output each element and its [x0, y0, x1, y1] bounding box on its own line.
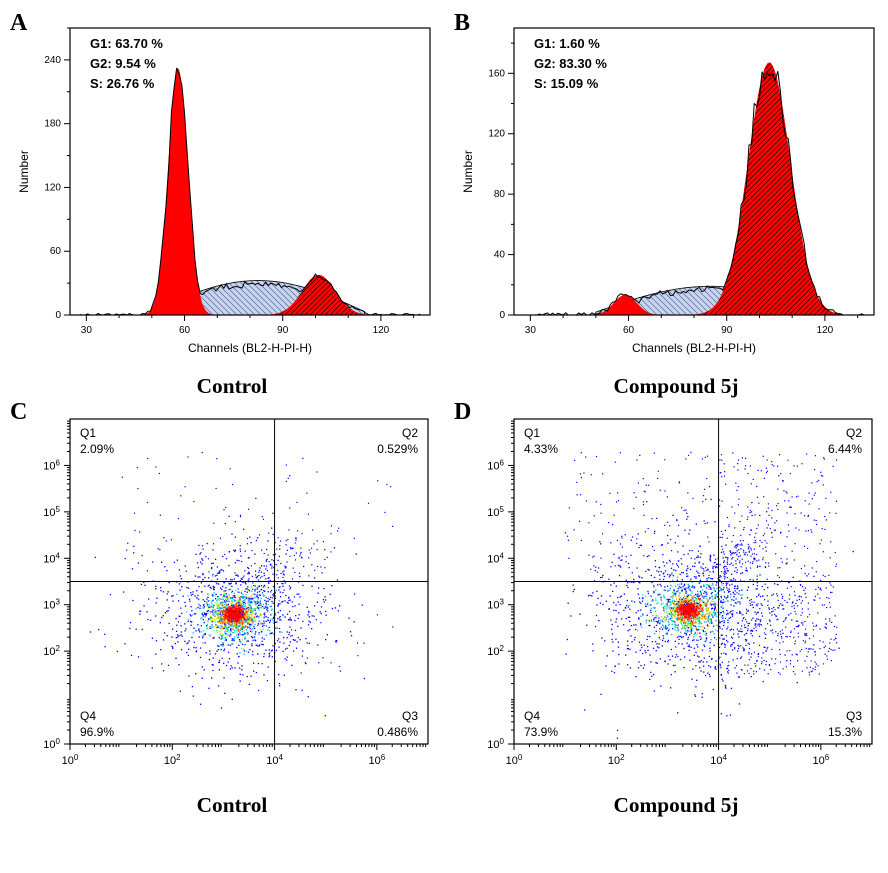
- panel-b: B 30 60 90 120 0 40 80 120 160 Channels (BL2-H-PI…: [454, 10, 888, 399]
- svg-text:30: 30: [525, 325, 537, 336]
- svg-text:120: 120: [44, 182, 61, 193]
- svg-text:Q4: Q4: [80, 709, 96, 723]
- svg-text:S: 26.76 %: S: 26.76 %: [90, 76, 155, 91]
- svg-text:Q1: Q1: [80, 426, 96, 440]
- svg-text:Channels (BL2-H-PI-H): Channels (BL2-H-PI-H): [632, 341, 756, 355]
- svg-text:G1: 1.60 %: G1: 1.60 %: [534, 36, 600, 51]
- svg-text:S: 15.09 %: S: 15.09 %: [534, 76, 599, 91]
- svg-text:80: 80: [494, 189, 506, 200]
- svg-text:106: 106: [369, 753, 386, 768]
- svg-text:Number: Number: [17, 150, 31, 193]
- svg-text:2.09%: 2.09%: [80, 442, 114, 456]
- svg-text:105: 105: [43, 504, 60, 518]
- svg-text:0.529%: 0.529%: [377, 442, 418, 456]
- svg-text:104: 104: [43, 551, 60, 566]
- svg-text:30: 30: [81, 325, 93, 336]
- panel-b-histogram: 30 60 90 120 0 40 80 120 160 Channels (BL2-H-PI-H…: [454, 10, 884, 370]
- panel-a-caption: Control: [10, 374, 454, 399]
- figure-grid: A 30 60 90 120 0 60 120 180 240 Channels (BL2-H-P…: [10, 10, 888, 818]
- svg-text:Number: Number: [461, 150, 475, 193]
- svg-text:103: 103: [43, 597, 60, 612]
- svg-text:Channels (BL2-H-PI-H): Channels (BL2-H-PI-H): [188, 341, 312, 355]
- svg-text:0.486%: 0.486%: [377, 725, 418, 739]
- svg-text:104: 104: [266, 753, 283, 768]
- svg-text:100: 100: [43, 737, 60, 752]
- panel-d: D 100102104106100102103104105106Q14.33%Q…: [454, 399, 888, 818]
- svg-text:G2: 9.54 %: G2: 9.54 %: [90, 56, 156, 71]
- panel-a-letter: A: [10, 10, 27, 37]
- svg-text:240: 240: [44, 55, 61, 66]
- svg-text:40: 40: [494, 250, 506, 261]
- svg-text:Q3: Q3: [402, 709, 418, 723]
- svg-text:G1: 63.70 %: G1: 63.70 %: [90, 36, 163, 51]
- svg-text:100: 100: [62, 753, 79, 768]
- svg-text:120: 120: [817, 325, 834, 336]
- panel-b-caption: Compound 5j: [454, 374, 888, 399]
- svg-text:60: 60: [179, 325, 191, 336]
- panel-d-caption: Compound 5j: [454, 793, 888, 818]
- panel-d-letter: D: [454, 399, 471, 426]
- svg-text:96.9%: 96.9%: [80, 725, 114, 739]
- svg-text:0: 0: [55, 310, 61, 321]
- panel-a-histogram: 30 60 90 120 0 60 120 180 240 Channels (BL2-H-PI-…: [10, 10, 440, 370]
- svg-text:120: 120: [373, 325, 390, 336]
- panel-b-letter: B: [454, 10, 470, 37]
- panel-c-caption: Control: [10, 793, 454, 818]
- panel-c-letter: C: [10, 399, 27, 426]
- svg-text:60: 60: [50, 246, 62, 257]
- panel-c: C 100 102 104 106 100 102 103 104 105 106 Q1 2.09% Q…: [10, 399, 454, 818]
- panel-c-scatter: 100 102 104 106 100 102 103 104 105 106 Q1 2.09% Q2 0…: [10, 399, 440, 789]
- panel-a: A 30 60 90 120 0 60 120 180 240 Channels (BL2-H-P…: [10, 10, 454, 399]
- panel-d-scatter: 100102104106100102103104105106Q14.33%Q26…: [454, 399, 884, 789]
- svg-text:Q2: Q2: [402, 426, 418, 440]
- svg-text:102: 102: [164, 753, 181, 768]
- svg-text:160: 160: [488, 68, 505, 79]
- svg-text:0: 0: [499, 310, 505, 321]
- svg-text:90: 90: [277, 325, 289, 336]
- svg-text:120: 120: [488, 129, 505, 140]
- svg-text:102: 102: [43, 644, 60, 659]
- svg-text:180: 180: [44, 119, 61, 130]
- svg-text:60: 60: [623, 325, 635, 336]
- svg-text:G2: 83.30 %: G2: 83.30 %: [534, 56, 607, 71]
- svg-text:90: 90: [721, 325, 733, 336]
- svg-text:106: 106: [43, 458, 60, 473]
